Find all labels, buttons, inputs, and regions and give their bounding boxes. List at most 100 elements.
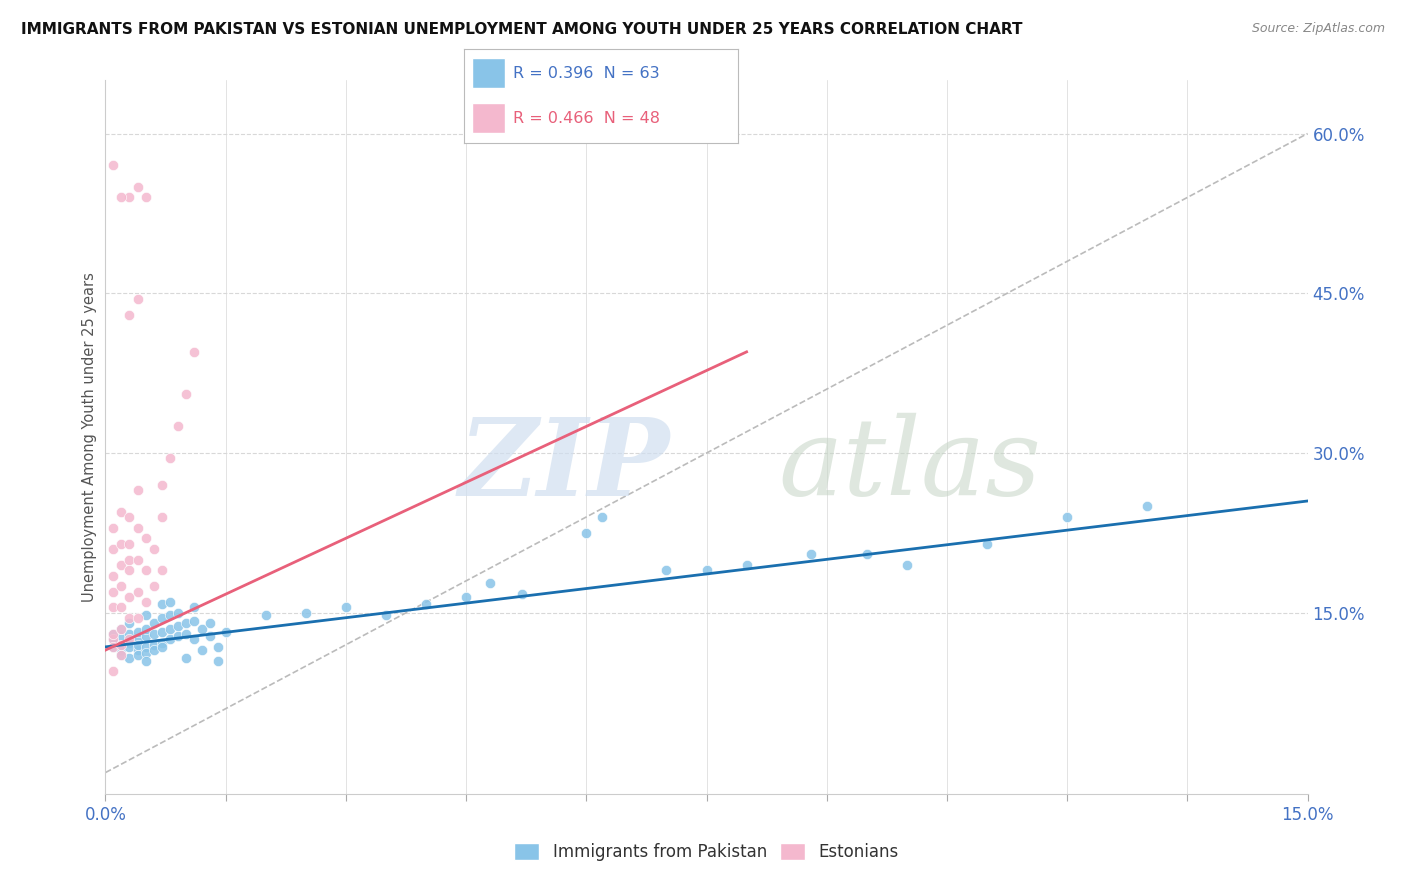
- Point: [1136, 500, 1159, 514]
- Point: [110, 190, 132, 204]
- Text: R = 0.466  N = 48: R = 0.466 N = 48: [513, 111, 661, 126]
- Point: [159, 622, 181, 636]
- Point: [103, 159, 125, 173]
- Point: [118, 563, 141, 577]
- Point: [150, 635, 173, 649]
- Point: [510, 587, 533, 601]
- Point: [183, 600, 205, 615]
- Point: [198, 629, 221, 643]
- Point: [127, 552, 149, 566]
- Point: [142, 579, 165, 593]
- Point: [127, 483, 149, 498]
- Point: [135, 563, 157, 577]
- Point: [183, 344, 205, 359]
- Point: [110, 643, 132, 657]
- Text: ZIP: ZIP: [460, 413, 671, 518]
- Point: [103, 520, 125, 534]
- Point: [103, 627, 125, 641]
- Point: [135, 622, 157, 636]
- Point: [174, 650, 197, 665]
- Point: [174, 387, 197, 401]
- Point: [575, 525, 598, 540]
- Point: [166, 629, 188, 643]
- Point: [166, 419, 188, 434]
- Point: [150, 625, 173, 640]
- Point: [135, 595, 157, 609]
- Point: [150, 510, 173, 524]
- Point: [190, 643, 212, 657]
- Point: [135, 629, 157, 643]
- Point: [103, 665, 125, 679]
- Point: [174, 627, 197, 641]
- Point: [127, 632, 149, 647]
- Point: [118, 640, 141, 654]
- Point: [110, 600, 132, 615]
- Point: [110, 629, 132, 643]
- Point: [118, 632, 141, 647]
- Point: [103, 584, 125, 599]
- Point: [127, 648, 149, 663]
- Point: [118, 616, 141, 631]
- Text: IMMIGRANTS FROM PAKISTAN VS ESTONIAN UNEMPLOYMENT AMONG YOUTH UNDER 25 YEARS COR: IMMIGRANTS FROM PAKISTAN VS ESTONIAN UNE…: [21, 22, 1022, 37]
- Point: [110, 648, 132, 663]
- Point: [142, 638, 165, 652]
- Point: [855, 547, 877, 561]
- Point: [127, 520, 149, 534]
- Point: [127, 638, 149, 652]
- Point: [118, 650, 141, 665]
- Point: [159, 595, 181, 609]
- Point: [735, 558, 758, 572]
- Point: [150, 563, 173, 577]
- Bar: [472, 103, 505, 134]
- Point: [103, 640, 125, 654]
- Point: [479, 576, 502, 591]
- Point: [142, 643, 165, 657]
- Point: [110, 558, 132, 572]
- Point: [142, 616, 165, 631]
- Point: [110, 505, 132, 519]
- Point: [1056, 510, 1078, 524]
- Point: [135, 531, 157, 545]
- Point: [135, 607, 157, 622]
- Point: [696, 563, 718, 577]
- Point: [103, 632, 125, 647]
- Point: [103, 568, 125, 582]
- Point: [591, 510, 613, 524]
- Point: [254, 607, 277, 622]
- Point: [127, 625, 149, 640]
- Point: [110, 536, 132, 550]
- Point: [118, 627, 141, 641]
- Text: Source: ZipAtlas.com: Source: ZipAtlas.com: [1251, 22, 1385, 36]
- Point: [118, 308, 141, 322]
- Point: [135, 654, 157, 668]
- Legend: Immigrants from Pakistan, Estonians: Immigrants from Pakistan, Estonians: [508, 836, 905, 868]
- Point: [150, 478, 173, 492]
- Point: [110, 622, 132, 636]
- Point: [103, 600, 125, 615]
- Point: [118, 510, 141, 524]
- Point: [415, 597, 437, 611]
- Point: [655, 563, 678, 577]
- Text: R = 0.396  N = 63: R = 0.396 N = 63: [513, 66, 659, 81]
- Point: [135, 190, 157, 204]
- Point: [150, 611, 173, 625]
- Point: [159, 632, 181, 647]
- Point: [135, 646, 157, 660]
- Bar: [472, 59, 505, 88]
- Point: [150, 640, 173, 654]
- Point: [103, 541, 125, 556]
- Point: [800, 547, 823, 561]
- Point: [207, 654, 229, 668]
- Point: [183, 615, 205, 629]
- Point: [118, 552, 141, 566]
- Point: [150, 597, 173, 611]
- Point: [166, 618, 188, 632]
- Point: [118, 590, 141, 604]
- Text: atlas: atlas: [779, 413, 1042, 518]
- Point: [110, 579, 132, 593]
- Point: [207, 640, 229, 654]
- Point: [159, 451, 181, 466]
- Point: [190, 622, 212, 636]
- Point: [127, 292, 149, 306]
- Point: [295, 606, 318, 620]
